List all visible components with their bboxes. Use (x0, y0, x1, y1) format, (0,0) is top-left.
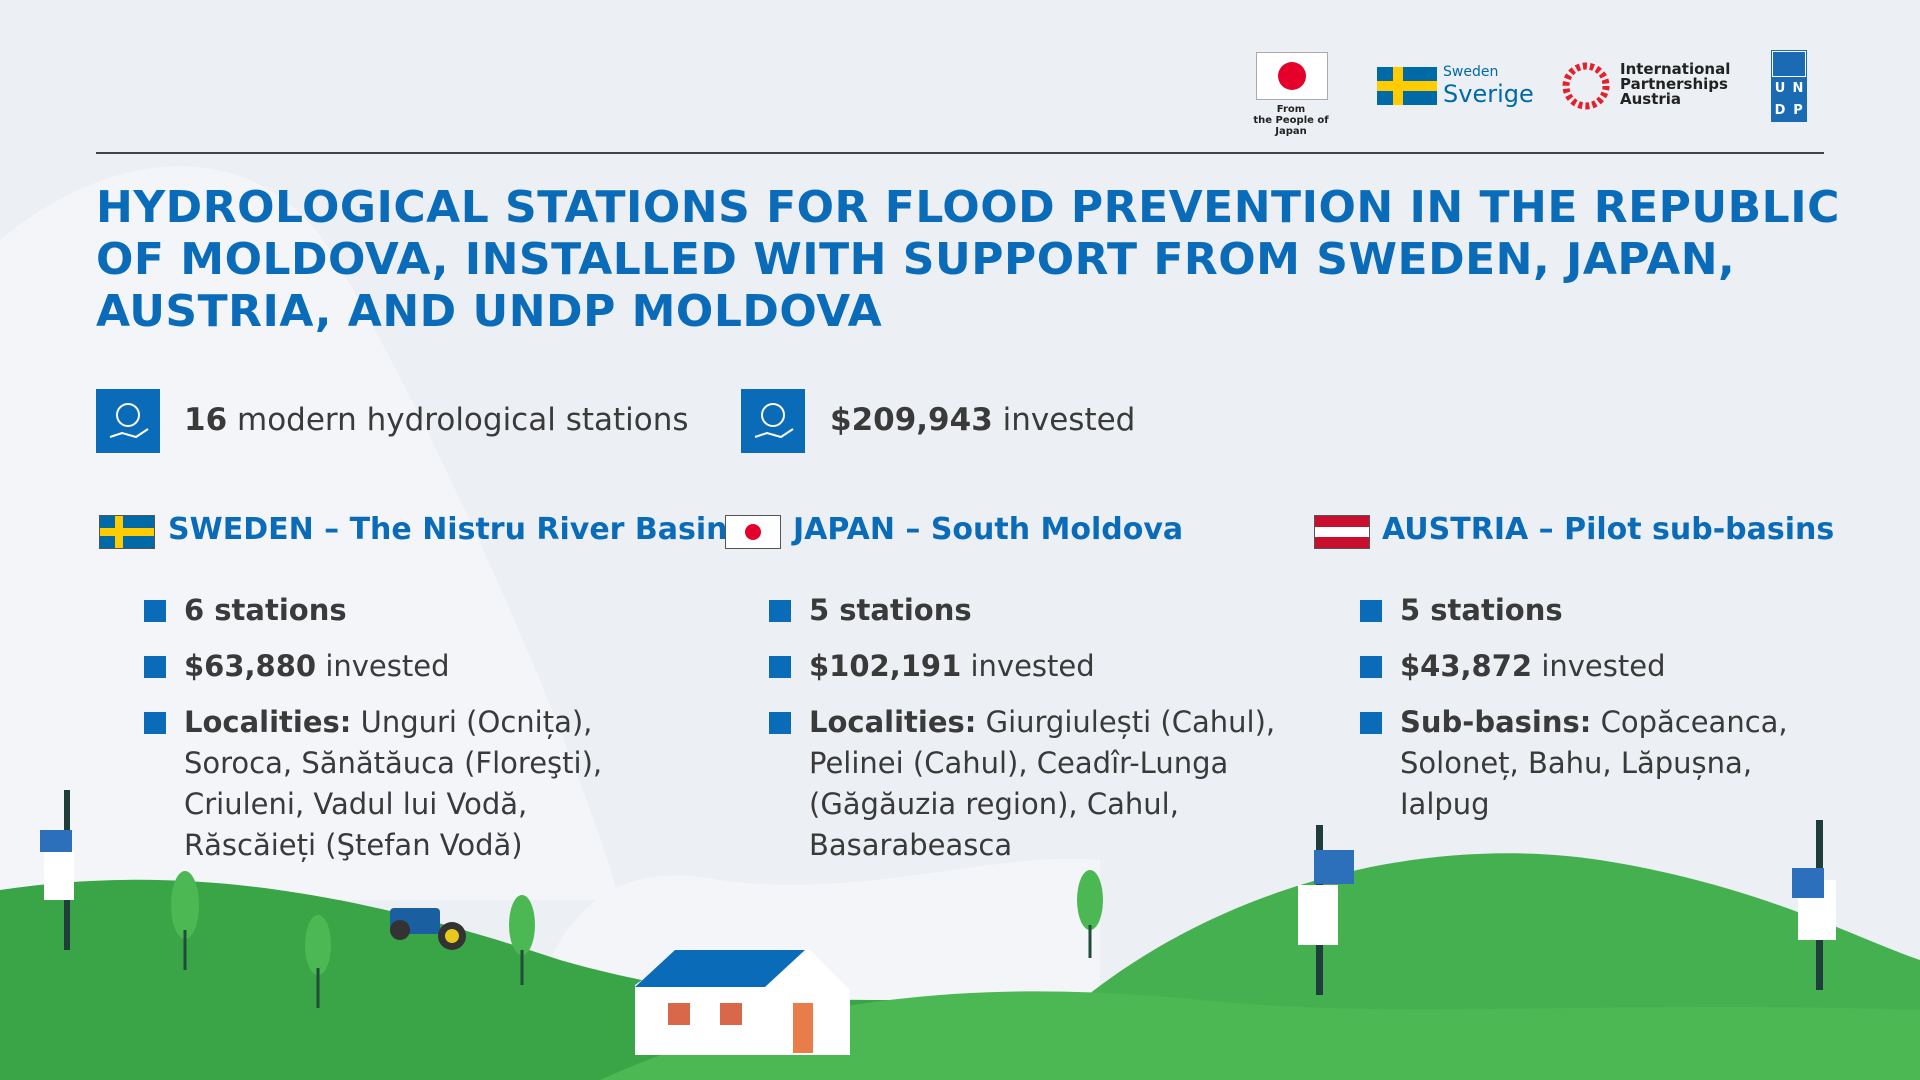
stat-icon (741, 389, 805, 453)
bullet (144, 712, 166, 734)
stat-value: $209,943 (830, 402, 993, 438)
divider (96, 152, 1824, 154)
item-bold: $63,880 (184, 649, 317, 683)
list-item: 5 stations (769, 590, 1289, 631)
item-list: 5 stations $102,191 invested Localities: G… (769, 590, 1289, 881)
japan-logo-text: From the People of Japan (1236, 104, 1346, 137)
bullet (1360, 600, 1382, 622)
bullet (769, 712, 791, 734)
title-line: AUSTRIA, AND UNDP MOLDOVA (96, 286, 883, 337)
item-bold: Localities: (184, 705, 352, 739)
item-list: 5 stations $43,872 invested Sub-basins: Co… (1360, 590, 1810, 840)
flag (1314, 515, 1370, 549)
item-text: invested (325, 649, 450, 683)
bullet (144, 656, 166, 678)
list-item: $102,191 invested (769, 646, 1289, 687)
item-bold: Localities: (809, 705, 977, 739)
item-text: Giurgiulești (Cahul), Pelinei (Cahul), C… (809, 705, 1276, 862)
list-item: Localities: Unguri (Ocnița), Soroca, Săn… (144, 702, 664, 866)
title-line: HYDROLOGICAL STATIONS FOR FLOOD PREVENTI… (96, 182, 1840, 233)
logo-text: Sverige (1443, 80, 1534, 108)
stat-text: modern hydrological stations (237, 402, 689, 438)
list-item: $63,880 invested (144, 646, 664, 687)
list-item: $43,872 invested (1360, 646, 1810, 687)
bullet (1360, 712, 1382, 734)
logo-text: N (1792, 81, 1804, 96)
item-text: Copăceanca, Soloneț, Bahu, Lăpușna, Ialp… (1400, 705, 1788, 821)
item-bold: Sub-basins: (1400, 705, 1592, 739)
item-text: Unguri (Ocnița), Soroca, Sănătăuca (Flor… (184, 705, 603, 862)
austria-logo-text: International Partnerships Austria (1620, 62, 1730, 107)
column-heading: AUSTRIA – Pilot sub-basins (1382, 512, 1835, 547)
stat-text: invested (1002, 402, 1136, 438)
logo-text: From (1276, 104, 1306, 115)
item-bold: $43,872 (1400, 649, 1533, 683)
bullet (1360, 656, 1382, 678)
logo-text: International (1620, 60, 1731, 78)
item-bold: 5 stations (809, 593, 972, 627)
stat: $209,943 invested (830, 402, 1135, 438)
bullet (769, 656, 791, 678)
stat-icon (96, 389, 160, 453)
logo-text: U (1774, 81, 1786, 96)
list-item: Sub-basins: Copăceanca, Soloneț, Bahu, L… (1360, 702, 1810, 825)
austria-logo-mark (1562, 62, 1610, 110)
sweden-flag-logo (1377, 67, 1437, 105)
stat: 16 modern hydrological stations (184, 402, 689, 438)
item-list: 6 stations $63,880 invested Localities: Un… (144, 590, 664, 881)
title: HYDROLOGICAL STATIONS FOR FLOOD PREVENTI… (96, 182, 1840, 338)
list-item: 5 stations (1360, 590, 1810, 631)
column-heading: JAPAN – South Moldova (793, 512, 1184, 547)
item-bold: $102,191 (809, 649, 962, 683)
list-item: 6 stations (144, 590, 664, 631)
bullet (144, 600, 166, 622)
logo-text: the People of Japan (1253, 115, 1329, 137)
column-heading: SWEDEN – The Nistru River Basin (168, 512, 728, 547)
bullet (769, 600, 791, 622)
japan-flag-logo (1256, 52, 1328, 100)
item-bold: 5 stations (1400, 593, 1563, 627)
sweden-logo-text: Sweden Sverige (1443, 64, 1534, 108)
flag (99, 515, 155, 549)
item-text: invested (1541, 649, 1666, 683)
logo-text: P (1793, 103, 1803, 118)
title-line: OF MOLDOVA, INSTALLED WITH SUPPORT FROM … (96, 234, 1736, 285)
logo-text: Partnerships (1620, 75, 1728, 93)
logo-text: Sweden (1443, 64, 1499, 80)
list-item: Localities: Giurgiulești (Cahul), Peline… (769, 702, 1289, 866)
stat-value: 16 (184, 402, 228, 438)
flag (725, 515, 781, 549)
logo-text: Austria (1620, 90, 1682, 108)
logo-text: D (1774, 103, 1786, 118)
item-text: invested (970, 649, 1095, 683)
item-bold: 6 stations (184, 593, 347, 627)
